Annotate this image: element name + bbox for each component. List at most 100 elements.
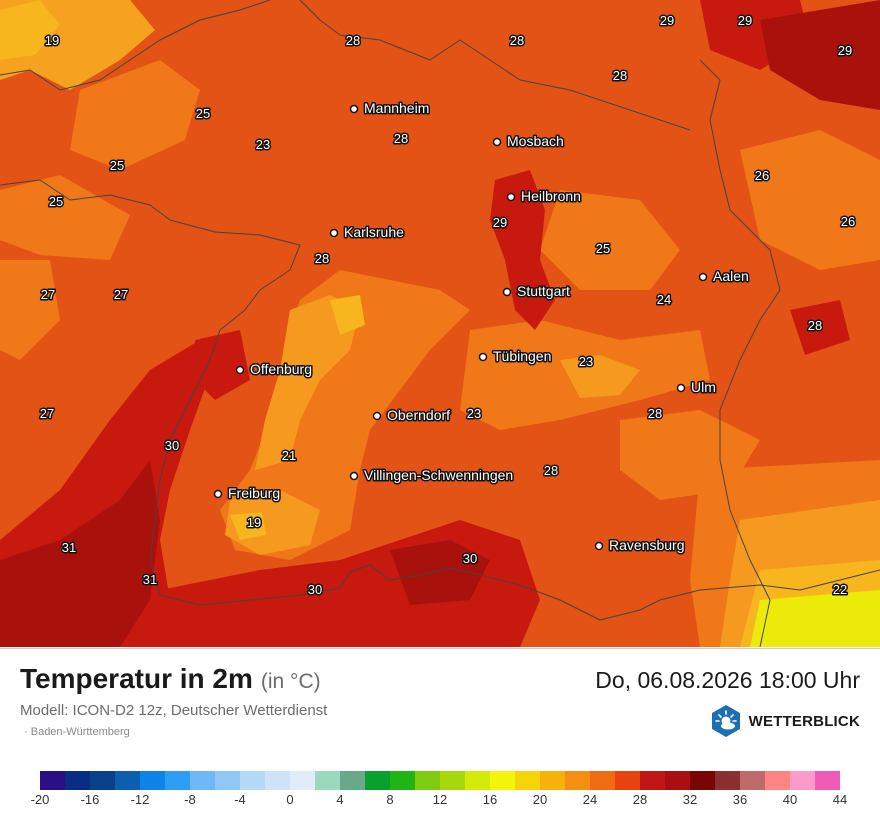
temperature-value: 28 [315, 251, 329, 266]
legend-swatch [190, 771, 215, 790]
temperature-value: 31 [143, 572, 157, 587]
temperature-value: 28 [808, 318, 822, 333]
temperature-value: 23 [467, 406, 481, 421]
legend-swatch [740, 771, 765, 790]
legend-tick-labels: -20 -16 -12 -8 -4 0 4 8 12 16 20 24 28 32 36 40 44 [0, 792, 880, 810]
temperature-map[interactable]: Mannheim Mosbach Heilbronn Karlsruhe Aalen St… [0, 0, 880, 647]
city-ulm[interactable]: Ulm [676, 378, 717, 397]
bright-yellow-zone-allgaeu [750, 590, 880, 647]
legend-swatch [640, 771, 665, 790]
temperature-value: 26 [841, 214, 855, 229]
border-east [699, 59, 781, 647]
temperature-value: 28 [510, 33, 524, 48]
legend-tick-label: 20 [532, 792, 548, 807]
city-oberndorf[interactable]: Oberndorf [372, 406, 452, 425]
city-tubingen[interactable]: Tübingen [478, 347, 553, 366]
cool-zone-alb-2 [560, 355, 640, 398]
legend-swatch [465, 771, 490, 790]
legend-color-bar [40, 771, 840, 790]
legend-swatch [815, 771, 840, 790]
legend-swatch [290, 771, 315, 790]
city-label: Mosbach [507, 133, 564, 149]
temperature-value: 19 [45, 33, 59, 48]
legend-swatch [315, 771, 340, 790]
forecast-datetime: Do, 06.08.2026 18:00 Uhr [595, 667, 860, 693]
legend-swatch [90, 771, 115, 790]
legend-tick-label: 24 [582, 792, 598, 807]
temperature-labels: 19 28 28 29 29 29 25 23 28 28 25 26 25 29 26 28 25 27 27 24… [38, 12, 856, 599]
city-mosbach[interactable]: Mosbach [492, 132, 565, 151]
city-karlsruhe[interactable]: Karlsruhe [329, 223, 406, 242]
city-dot [349, 104, 359, 114]
city-heilbronn[interactable]: Heilbronn [506, 187, 582, 206]
legend-swatch [515, 771, 540, 790]
legend-tick-label: 12 [432, 792, 448, 807]
legend-swatch [240, 771, 265, 790]
temperature-value: 30 [463, 551, 477, 566]
city-villingen-schwenningen[interactable]: Villingen-Schwenningen [349, 466, 515, 485]
model-info: Modell: ICON-D2 12z, Deutscher Wetterdie… [20, 702, 328, 719]
city-dot [676, 383, 686, 393]
temperature-value: 28 [648, 406, 662, 421]
legend-tick-label: 40 [782, 792, 798, 807]
city-label: Mannheim [364, 100, 429, 116]
city-markers: Mannheim Mosbach Heilbronn Karlsruhe Aalen St… [213, 99, 750, 555]
yellow-spot-blackforest [330, 295, 365, 335]
cool-zone-west-2 [0, 175, 130, 260]
temperature-value: 19 [247, 515, 261, 530]
hot-zone-rhine-valley [0, 460, 160, 647]
temperature-value: 27 [114, 287, 128, 302]
border-north [299, 0, 691, 131]
brand-logo[interactable]: WETTERBLICK [709, 704, 860, 738]
warm-zone-neckar [490, 170, 555, 330]
city-dot [372, 411, 382, 421]
legend-tick-label: 36 [732, 792, 748, 807]
legend-swatch [415, 771, 440, 790]
border-northwest [0, 0, 271, 91]
temperature-value: 23 [579, 354, 593, 369]
region-label: · Baden-Württemberg [24, 726, 130, 738]
yellow-spot-feldberg [230, 512, 266, 540]
temperature-value: 25 [596, 241, 610, 256]
title-text: Temperatur in 2m [20, 663, 253, 694]
temperature-value: 23 [256, 137, 270, 152]
legend-swatch [365, 771, 390, 790]
city-stuttgart[interactable]: Stuttgart [502, 282, 572, 301]
border-west [0, 179, 301, 596]
city-offenburg[interactable]: Offenburg [235, 360, 314, 379]
legend-swatch [390, 771, 415, 790]
legend-swatch [40, 771, 65, 790]
legend-tick-label: 8 [386, 792, 394, 807]
city-ravensburg[interactable]: Ravensburg [594, 536, 686, 555]
map-title: Temperatur in 2m (in °C) [20, 663, 321, 695]
city-dot [478, 352, 488, 362]
city-label: Freiburg [228, 485, 280, 501]
legend-tick-label: -12 [130, 792, 150, 807]
sun-cloud-icon [711, 705, 740, 737]
temperature-value: 25 [196, 106, 210, 121]
city-mannheim[interactable]: Mannheim [349, 99, 431, 118]
brand-name: WETTERBLICK [748, 712, 860, 730]
temperature-value: 28 [544, 463, 558, 478]
city-dot [349, 471, 359, 481]
cool-zone-blackforest-south [225, 490, 320, 555]
title-unit: (in °C) [260, 670, 321, 693]
legend-swatch [115, 771, 140, 790]
legend-swatch [140, 771, 165, 790]
legend-swatch [615, 771, 640, 790]
legend-tick-label: -4 [234, 792, 246, 807]
temperature-value: 27 [41, 287, 55, 302]
city-dot [594, 541, 604, 551]
cool-zone-ostalb [740, 130, 880, 270]
legend-swatch [765, 771, 790, 790]
temperature-value: 25 [49, 194, 63, 209]
legend-tick-label: 32 [682, 792, 698, 807]
city-freiburg[interactable]: Freiburg [213, 484, 282, 503]
city-aalen[interactable]: Aalen [698, 267, 750, 286]
legend-swatch [65, 771, 90, 790]
temperature-value: 31 [62, 540, 76, 555]
legend-swatch [440, 771, 465, 790]
hot-zone-highrhine [390, 540, 490, 605]
cool-zone-hohenlohe [540, 190, 680, 290]
legend-swatch [165, 771, 190, 790]
